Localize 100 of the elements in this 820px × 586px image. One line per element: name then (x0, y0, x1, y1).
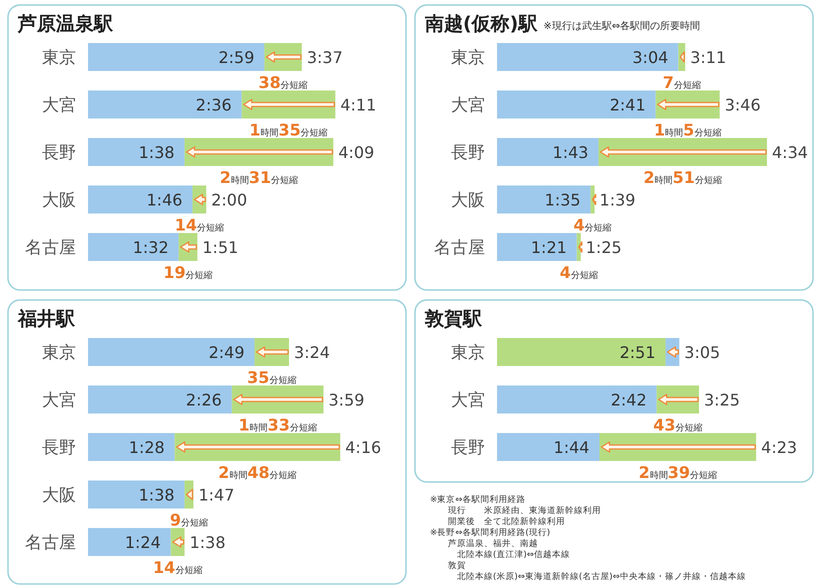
chart-title: 芦原温泉駅 (17, 13, 114, 35)
y-tick-label: 長野 (451, 143, 485, 163)
total-label: 3:46 (724, 96, 761, 114)
total-label: 3:05 (684, 343, 720, 362)
bar (497, 43, 678, 71)
data-label: 1:44 (554, 438, 590, 457)
y-tick-label: 名古屋 (25, 238, 76, 258)
data-label: 1:46 (146, 190, 182, 210)
bar (497, 138, 598, 166)
total-label: 4:09 (338, 143, 374, 162)
total-label: 3:59 (328, 390, 364, 410)
y-tick-label: 大宮 (42, 96, 76, 116)
bar (88, 233, 179, 261)
total-label: 3:24 (294, 343, 330, 362)
total-label: 1:47 (198, 486, 234, 504)
bar (88, 43, 264, 71)
y-tick-label: 東京 (42, 48, 76, 68)
chart-title: 南越(仮称)駅 (424, 13, 538, 35)
total-label: 4:11 (340, 96, 376, 114)
total-label: 3:37 (306, 48, 343, 67)
data-label: 3:04 (632, 48, 668, 67)
bar (88, 338, 255, 366)
text: 北陸本線(直江津)⇔信越本線 (430, 549, 570, 560)
bar (88, 138, 185, 166)
text: 芦原温泉、福井、南越 (430, 538, 538, 549)
text: 開業後 全て北陸新幹線利用 (430, 516, 565, 527)
annotation: 4分短縮 (560, 263, 598, 282)
data-label: 1:38 (138, 143, 175, 162)
chart-title: 福井駅 (17, 308, 76, 330)
data-label: 1:24 (124, 533, 161, 552)
bar (497, 90, 656, 118)
data-label: 1:38 (138, 486, 175, 504)
bar (497, 433, 600, 461)
y-tick-label: 東京 (451, 48, 485, 68)
annotation: 2時間31分短縮 (220, 168, 298, 187)
data-label: 2:41 (610, 96, 646, 114)
y-tick-label: 大阪 (42, 190, 76, 210)
annotation: 9分短縮 (170, 510, 208, 530)
text: 北陸本線(米原)⇔東海道新幹線(名古屋)⇔中央本線・篠ノ井線・信越本線 (430, 571, 746, 582)
total-label: 1:51 (202, 238, 238, 257)
bar (88, 433, 175, 461)
annotation: 4分短縮 (574, 216, 612, 234)
bar (497, 186, 591, 214)
y-tick-label: 大阪 (451, 190, 485, 210)
y-tick-label: 長野 (42, 438, 76, 458)
annotation: 35分短縮 (247, 368, 296, 387)
data-label: 2:59 (218, 48, 254, 67)
text: 現行 米原経由、東海道新幹線利用 (430, 505, 601, 516)
y-tick-label: 大宮 (451, 96, 485, 116)
annotation: 7分短縮 (662, 73, 701, 92)
total-label: 4:34 (772, 143, 808, 162)
data-label: 1:28 (128, 438, 165, 457)
data-label: 2:42 (610, 390, 647, 410)
total-label: 1:38 (190, 533, 226, 552)
data-label: 2:49 (208, 343, 245, 362)
annotation: 43分短縮 (653, 416, 702, 434)
total-label: 3:11 (690, 48, 726, 67)
data-label: 2:36 (196, 96, 232, 114)
y-tick-label: 長野 (42, 143, 76, 163)
bar (88, 480, 185, 508)
total-label: 4:16 (345, 438, 382, 457)
y-tick-label: 名古屋 (434, 238, 485, 258)
annotation: 19分短縮 (163, 263, 213, 282)
annotation: 38分短縮 (258, 73, 308, 92)
annotation: 1時間33分短縮 (238, 416, 317, 434)
data-label: 1:35 (544, 190, 581, 210)
text: ※東京⇔各駅間利用経路 (430, 494, 526, 505)
bar (88, 386, 232, 414)
annotation: 1時間35分短縮 (249, 120, 328, 140)
bar (590, 186, 595, 214)
y-tick-label: 大阪 (42, 486, 76, 506)
total-label: 3:25 (704, 390, 740, 410)
data-label: 1:32 (132, 238, 169, 257)
y-tick-label: 大宮 (42, 390, 76, 410)
text: ※長野⇔各駅間利用経路(現行) (430, 527, 550, 538)
bar (88, 528, 171, 556)
y-tick-label: 東京 (451, 343, 485, 363)
y-tick-label: 東京 (42, 343, 76, 363)
total-label: 4:23 (761, 438, 798, 457)
annotation: 14分短縮 (153, 558, 202, 577)
data-label: 2:26 (186, 390, 222, 410)
data-label: 2:51 (620, 343, 656, 362)
data-label: 1:21 (530, 238, 567, 257)
y-tick-label: 名古屋 (25, 533, 76, 553)
data-label: 1:43 (552, 143, 588, 162)
annotation: 2時間39分短縮 (638, 463, 718, 482)
chart-title: 敦賀駅 (424, 308, 483, 330)
annotation: 2時間51分短縮 (644, 168, 722, 187)
annotation: 14分短縮 (174, 216, 224, 234)
total-label: 2:00 (211, 190, 248, 210)
bar (497, 386, 657, 414)
annotation: 1時間5分短縮 (654, 120, 722, 140)
y-tick-label: 長野 (451, 438, 485, 458)
text: 敦賀 (430, 560, 466, 571)
bar (497, 233, 577, 261)
annotation: 2時間48分短縮 (218, 463, 297, 482)
total-label: 1:39 (600, 190, 636, 210)
total-label: 1:25 (586, 238, 622, 257)
bar (88, 186, 192, 214)
y-tick-label: 大宮 (451, 390, 485, 410)
